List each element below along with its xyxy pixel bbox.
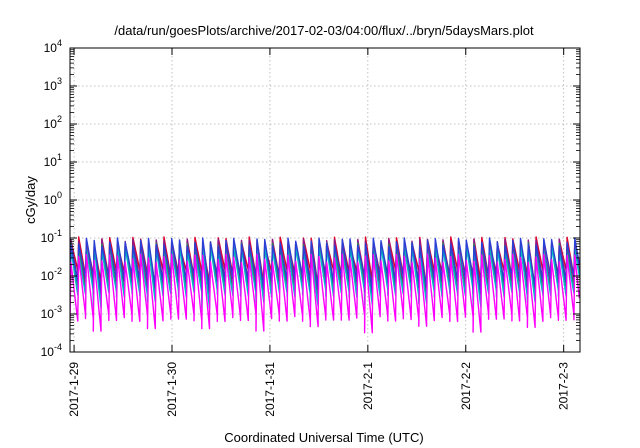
y-axis-tick-labels: 10-4 10-3 10-2 10-1 100 101 102 103 104 xyxy=(41,38,62,359)
y-axis-label: cGy/day xyxy=(23,176,38,224)
x-tick-label: 2017-1-30 xyxy=(165,362,179,417)
x-tick-label: 2017-2-3 xyxy=(557,362,571,410)
y-tick-label: 10-1 xyxy=(41,228,62,245)
series-line-5 xyxy=(70,253,580,334)
x-tick-label: 2017-2-1 xyxy=(361,362,375,410)
y-tick-label: 10-3 xyxy=(41,304,62,321)
series-lines xyxy=(70,236,580,334)
x-tick-label: 2017-1-29 xyxy=(67,362,81,417)
y-tick-label: 10-4 xyxy=(41,342,62,359)
y-tick-label: 104 xyxy=(44,38,62,55)
y-tick-label: 102 xyxy=(44,114,62,131)
plot-area xyxy=(69,47,581,353)
x-tick-label: 2017-1-31 xyxy=(263,362,277,417)
y-tick-label: 103 xyxy=(44,76,62,93)
y-tick-label: 101 xyxy=(44,152,62,169)
chart-title: /data/run/goesPlots/archive/2017-02-03/0… xyxy=(114,23,534,38)
y-tick-label: 100 xyxy=(44,190,62,207)
x-axis-tick-labels: 2017-1-29 2017-1-30 2017-1-31 2017-2-1 2017-… xyxy=(67,362,571,417)
x-axis-label: Coordinated Universal Time (UTC) xyxy=(224,430,423,445)
tick-marks xyxy=(70,47,580,353)
x-tick-label: 2017-2-2 xyxy=(459,362,473,410)
y-tick-label: 10-2 xyxy=(41,266,62,283)
